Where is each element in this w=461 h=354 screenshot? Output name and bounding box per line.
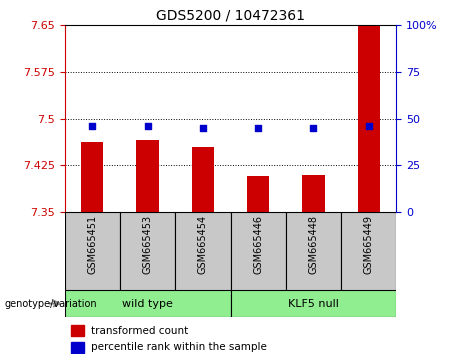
Bar xyxy=(302,175,325,212)
Bar xyxy=(230,290,396,317)
Bar xyxy=(136,141,159,212)
Text: GSM665449: GSM665449 xyxy=(364,215,374,274)
Text: GSM665454: GSM665454 xyxy=(198,215,208,274)
Bar xyxy=(65,290,230,317)
Text: GSM665451: GSM665451 xyxy=(87,215,97,274)
Bar xyxy=(358,26,380,212)
Bar xyxy=(230,212,286,290)
Bar xyxy=(341,212,396,290)
Point xyxy=(254,125,262,131)
Bar xyxy=(71,325,84,336)
Bar xyxy=(247,176,269,212)
Point xyxy=(89,123,96,129)
Text: GSM665446: GSM665446 xyxy=(253,215,263,274)
Bar xyxy=(81,142,103,212)
Text: percentile rank within the sample: percentile rank within the sample xyxy=(91,342,267,352)
Text: KLF5 null: KLF5 null xyxy=(288,298,339,309)
Bar xyxy=(192,147,214,212)
Title: GDS5200 / 10472361: GDS5200 / 10472361 xyxy=(156,8,305,22)
Text: GSM665448: GSM665448 xyxy=(308,215,319,274)
Point xyxy=(365,123,372,129)
Point xyxy=(144,123,151,129)
Bar xyxy=(175,212,230,290)
Point xyxy=(199,125,207,131)
Text: genotype/variation: genotype/variation xyxy=(5,298,97,309)
Point xyxy=(310,125,317,131)
Bar xyxy=(65,212,120,290)
Bar xyxy=(286,212,341,290)
Text: wild type: wild type xyxy=(122,298,173,309)
Text: GSM665453: GSM665453 xyxy=(142,215,153,274)
Text: transformed count: transformed count xyxy=(91,326,189,336)
Bar xyxy=(71,342,84,353)
Bar xyxy=(120,212,175,290)
